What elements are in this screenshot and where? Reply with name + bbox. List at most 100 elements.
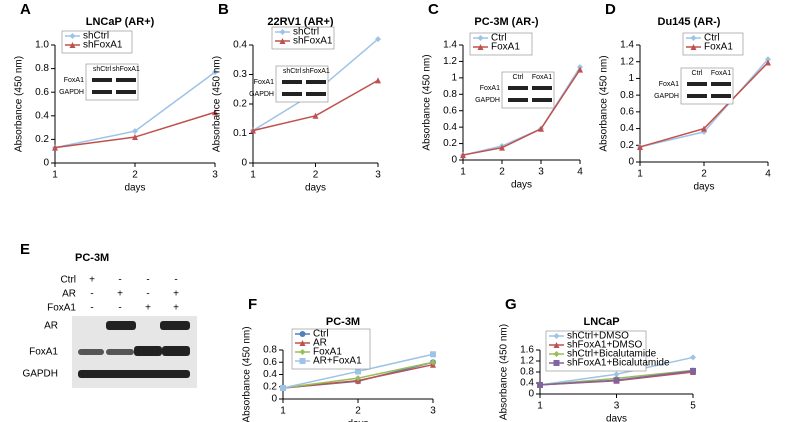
inset-band: [306, 80, 326, 84]
y-tick-label: 0.3: [233, 69, 247, 80]
x-axis-label: days: [305, 183, 326, 194]
chart-title: PC-3M (AR-): [474, 16, 538, 28]
y-axis-label: Absorbance (450 nm): [14, 56, 25, 152]
marker: [312, 112, 319, 119]
marker: [460, 152, 466, 159]
legend-label: FoxA1: [313, 347, 342, 358]
x-tick-label: 3: [375, 170, 381, 181]
inset-column: shFoxA1: [112, 66, 140, 73]
x-tick-label: 3: [430, 406, 436, 417]
panel-label: B: [218, 1, 229, 18]
condition-mark: +: [145, 303, 151, 314]
inset-band: [306, 92, 326, 96]
condition-mark: -: [174, 275, 177, 286]
inset-band: [92, 78, 112, 82]
x-tick-label: 2: [355, 406, 361, 417]
inset-row: FoxA1: [64, 77, 84, 84]
marker: [690, 367, 696, 374]
condition-mark: +: [117, 289, 123, 300]
x-tick-label: 1: [537, 401, 543, 412]
legend-box: [291, 328, 371, 370]
y-tick-label: 0: [271, 394, 277, 405]
x-tick-label: 1: [280, 406, 286, 417]
y-tick-label: 1.2: [443, 56, 457, 67]
legend-label: shFoxA1+DMSO: [567, 340, 643, 351]
y-axis-label: Absorbance (450 nm): [212, 56, 223, 152]
marker: [430, 359, 436, 366]
inset-row: GAPDH: [59, 89, 84, 96]
chart-title: 22RV1 (AR+): [267, 16, 333, 28]
marker: [553, 360, 560, 366]
y-tick-label: 1.2: [520, 356, 534, 367]
legend-box: [545, 330, 647, 372]
marker: [299, 340, 306, 346]
condition-mark: -: [146, 275, 149, 286]
condition-mark: -: [118, 303, 121, 314]
band-label: GAPDH: [22, 369, 58, 380]
y-tick-label: 0.4: [233, 40, 247, 51]
y-tick-label: 0.2: [263, 381, 277, 392]
y-tick-label: 1: [451, 72, 457, 83]
panel-label: D: [605, 1, 616, 18]
series-line: [462, 69, 581, 156]
legend-label: shCtrl: [293, 27, 319, 38]
inset-row: GAPDH: [249, 91, 274, 98]
y-tick-label: 1.0: [35, 40, 49, 51]
marker: [299, 349, 306, 355]
y-tick-label: 0: [628, 157, 634, 168]
condition-mark: +: [173, 289, 179, 300]
x-axis-label: days: [693, 182, 714, 193]
x-tick-label: 3: [212, 170, 218, 181]
y-tick-label: 0.6: [263, 357, 277, 368]
marker: [52, 144, 58, 151]
y-tick-label: 0.2: [233, 99, 247, 110]
x-tick-label: 4: [765, 169, 771, 180]
condition-label: AR: [62, 289, 76, 300]
inset-band: [508, 98, 528, 102]
x-tick-label: 2: [499, 167, 505, 178]
panel-label: A: [20, 1, 31, 18]
x-tick-label: 2: [313, 170, 319, 181]
inset-column: shFoxA1: [302, 68, 330, 75]
marker: [280, 384, 286, 391]
legend-label: FoxA1: [704, 42, 733, 53]
y-tick-label: 0.8: [620, 90, 634, 101]
inset-column: shCtrl: [93, 66, 112, 73]
marker: [690, 44, 697, 50]
marker: [477, 44, 484, 50]
marker: [577, 66, 583, 73]
chart-title: LNCaP (AR+): [86, 16, 155, 28]
y-tick-label: 0: [241, 158, 247, 169]
band: [134, 346, 162, 356]
y-tick-label: 0.4: [443, 122, 457, 133]
marker: [553, 351, 560, 357]
y-axis-label: Absorbance (450 nm): [422, 54, 433, 150]
marker: [553, 342, 560, 348]
y-tick-label: 0.6: [620, 106, 634, 117]
y-axis-label: Absorbance (450 nm): [242, 326, 253, 422]
band: [162, 346, 190, 356]
inset-band: [687, 94, 707, 98]
inset-row: FoxA1: [659, 81, 679, 88]
y-tick-label: 0.4: [35, 110, 49, 121]
marker: [375, 77, 381, 84]
legend-label: shCtrl: [83, 31, 109, 42]
band-label: AR: [44, 321, 58, 332]
band: [106, 321, 136, 330]
inset-row: FoxA1: [254, 79, 274, 86]
inset-row: GAPDH: [475, 97, 500, 104]
inset-band: [92, 90, 112, 94]
marker: [613, 371, 620, 378]
legend-label: shFoxA1+Bicalutamide: [567, 358, 670, 369]
y-tick-label: 0.8: [520, 367, 534, 378]
condition-mark: +: [173, 303, 179, 314]
y-axis-label: Absorbance (450 nm): [499, 324, 510, 420]
legend-label: shFoxA1: [293, 36, 333, 47]
legend-label: FoxA1: [491, 42, 520, 53]
x-tick-label: 2: [701, 169, 707, 180]
band: [106, 349, 134, 355]
y-tick-label: 0.1: [233, 128, 247, 139]
band-label: FoxA1: [29, 347, 58, 358]
inset-column: shCtrl: [283, 68, 302, 75]
x-axis-label: days: [347, 419, 368, 422]
